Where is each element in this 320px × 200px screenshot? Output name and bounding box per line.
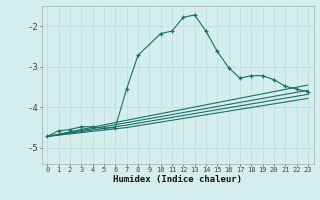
X-axis label: Humidex (Indice chaleur): Humidex (Indice chaleur) [113, 175, 242, 184]
